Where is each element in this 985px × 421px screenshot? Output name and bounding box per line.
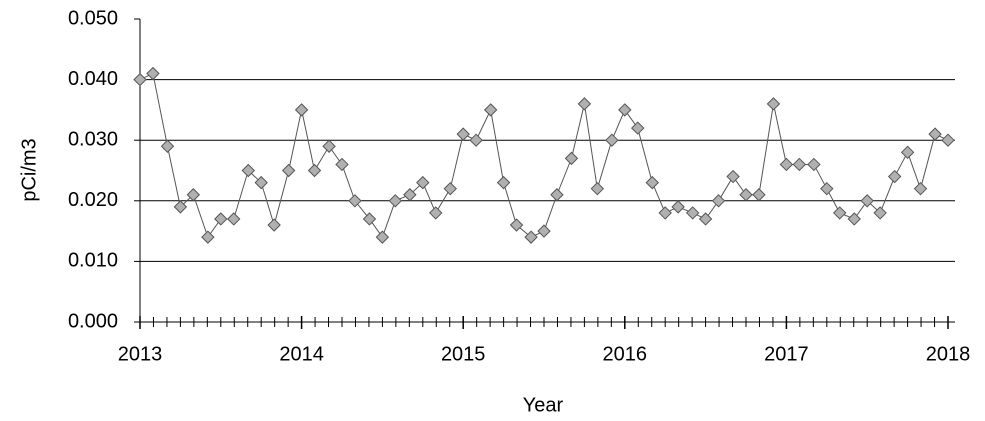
x-tick-label: 2013 — [118, 343, 163, 365]
data-point — [416, 175, 430, 190]
data-point — [685, 206, 700, 220]
data-point — [227, 212, 241, 226]
data-point — [779, 157, 794, 172]
data-point — [711, 194, 726, 208]
data-point — [605, 133, 619, 147]
data-point — [658, 206, 672, 220]
data-point — [146, 66, 160, 81]
x-tick-label: 2015 — [441, 343, 486, 365]
data-point — [388, 194, 403, 208]
data-point — [469, 133, 483, 147]
data-point — [133, 72, 147, 87]
x-tick-label: 2014 — [279, 343, 324, 365]
data-point — [524, 230, 538, 244]
data-point — [913, 181, 928, 196]
data-point — [847, 212, 861, 226]
data-point — [928, 127, 942, 141]
data-point — [241, 163, 255, 178]
data-point — [160, 139, 175, 153]
data-point — [941, 133, 955, 147]
data-point — [294, 103, 309, 117]
data-point — [833, 206, 847, 220]
y-tick-label: 0.050 — [68, 7, 118, 29]
data-point — [403, 188, 417, 202]
data-point — [564, 151, 579, 166]
x-tick-label: 2016 — [603, 343, 648, 365]
data-point — [698, 212, 713, 226]
data-point — [456, 127, 470, 141]
data-point — [509, 218, 524, 232]
data-point — [496, 175, 511, 190]
data-point — [900, 145, 915, 160]
data-point — [792, 157, 807, 172]
y-tick-label: 0.040 — [68, 68, 118, 90]
series-line — [139, 72, 949, 239]
y-tick-label: 0.010 — [68, 250, 118, 272]
y-tick-label: 0.020 — [68, 189, 118, 211]
data-point — [752, 188, 766, 202]
data-point — [887, 169, 902, 184]
data-point — [281, 163, 296, 178]
data-point — [577, 97, 592, 111]
x-tick-label: 2018 — [926, 343, 971, 365]
y-tick-label: 0.030 — [68, 128, 118, 150]
data-point — [307, 163, 322, 178]
data-point — [443, 181, 457, 196]
data-point — [267, 218, 281, 232]
data-point — [807, 157, 821, 172]
data-point — [671, 200, 685, 214]
data-point — [254, 175, 268, 190]
x-tick-label: 2017 — [764, 343, 809, 365]
data-point — [483, 103, 498, 117]
data-point — [173, 200, 188, 214]
y-axis-title: pCi/m3 — [18, 138, 40, 201]
data-point — [739, 188, 753, 202]
x-axis-title: Year — [523, 394, 564, 416]
data-point — [186, 188, 201, 202]
data-point — [362, 212, 377, 226]
data-point — [590, 181, 605, 196]
y-tick-label: 0.000 — [68, 310, 118, 332]
data-point — [820, 181, 834, 196]
data-point — [873, 206, 887, 220]
data-point — [766, 97, 781, 111]
data-point — [726, 169, 740, 184]
data-point — [322, 139, 336, 153]
data-point — [214, 212, 228, 226]
data-point — [375, 230, 390, 244]
data-point — [618, 103, 632, 117]
data-point — [645, 175, 659, 190]
data-point — [201, 230, 215, 244]
data-point — [631, 121, 645, 135]
data-point — [429, 206, 443, 220]
data-point — [348, 194, 362, 208]
data-point — [550, 188, 564, 202]
data-point — [537, 224, 551, 238]
data-point — [860, 194, 874, 208]
data-point — [335, 157, 349, 172]
